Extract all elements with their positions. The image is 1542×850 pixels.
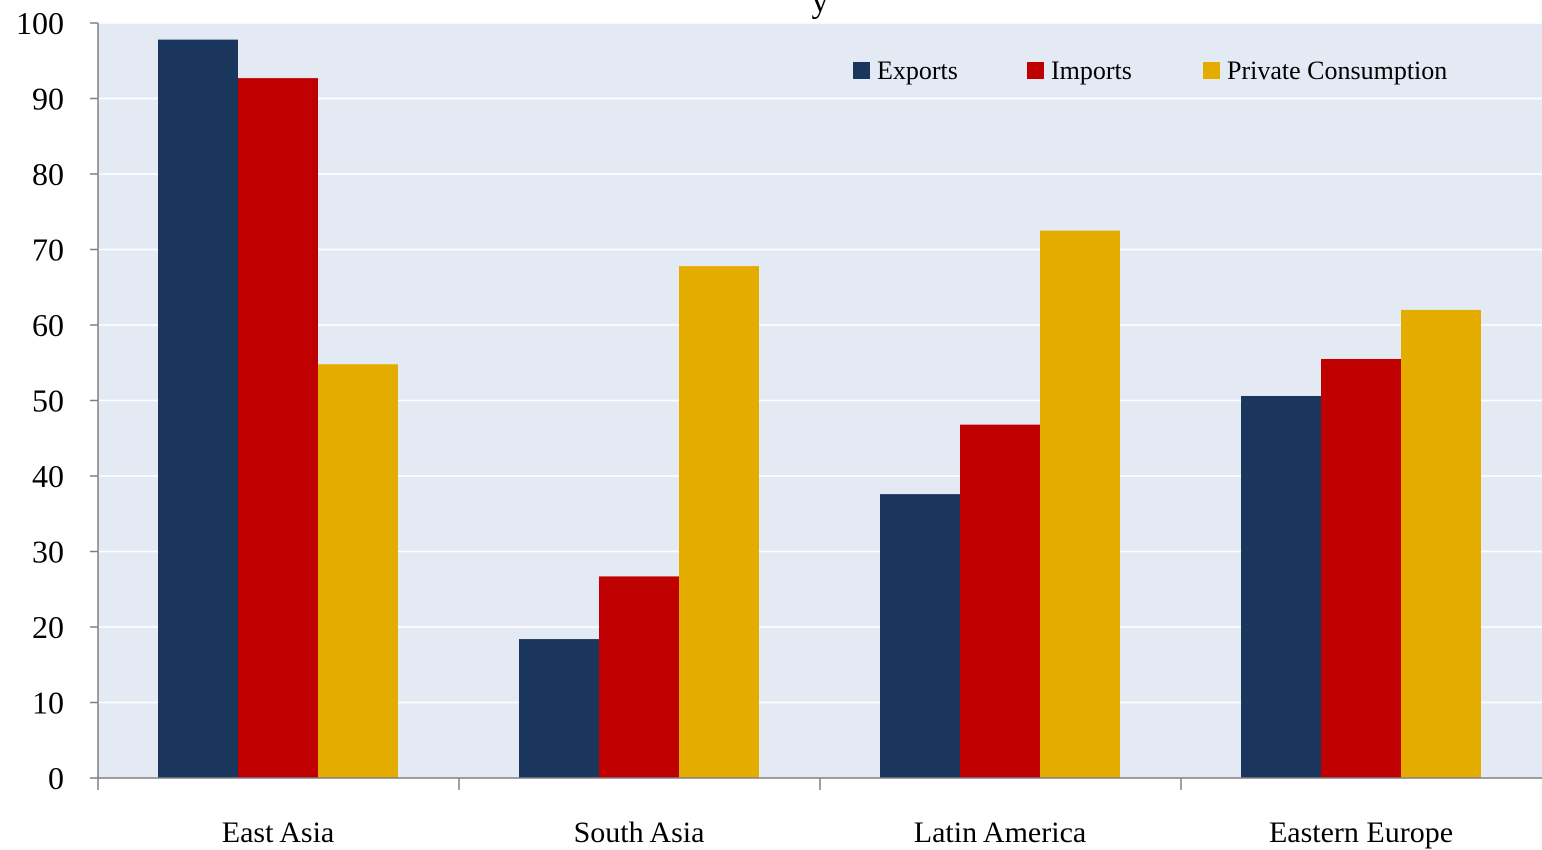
- x-category-label: South Asia: [574, 816, 705, 849]
- bar-exports-0: [158, 39, 238, 779]
- bar-private-consumption-3: [1401, 309, 1481, 778]
- y-axis-ticks: 0 10 20 30 40 50 60 70 80 90 100: [16, 5, 98, 796]
- y-tick-label: 10: [32, 685, 64, 721]
- bar-imports-0: [238, 78, 318, 779]
- y-tick-label: 100: [16, 5, 64, 41]
- x-category-label: Eastern Europe: [1269, 816, 1453, 849]
- y-tick-label: 70: [32, 232, 64, 268]
- legend-label-1: Imports: [1051, 56, 1132, 85]
- y-tick-label: 20: [32, 609, 64, 645]
- x-axis-labels: East Asia South Asia Latin America Eastern …: [222, 816, 1453, 849]
- x-category-label: Latin America: [914, 816, 1086, 849]
- legend-swatch-0: [853, 62, 870, 79]
- y-tick-label: 80: [32, 156, 64, 192]
- chart-title-fragment: y: [812, 0, 829, 20]
- bar-private-consumption-1: [679, 266, 759, 778]
- y-tick-label: 40: [32, 458, 64, 494]
- legend-swatch-1: [1027, 62, 1044, 79]
- y-tick-label: 90: [32, 81, 64, 117]
- bar-imports-2: [960, 424, 1040, 778]
- y-tick-label: 30: [32, 534, 64, 570]
- legend-label-2: Private Consumption: [1227, 56, 1447, 85]
- bars: [158, 39, 1481, 779]
- bar-exports-2: [880, 494, 960, 778]
- y-tick-label: 0: [48, 760, 64, 796]
- legend-swatch-2: [1203, 62, 1220, 79]
- y-tick-label: 60: [32, 307, 64, 343]
- legend-label-0: Exports: [877, 56, 958, 85]
- bar-private-consumption-2: [1040, 230, 1120, 778]
- bar-exports-1: [519, 639, 599, 778]
- bar-imports-1: [599, 576, 679, 778]
- bar-exports-3: [1241, 395, 1321, 778]
- x-category-label: East Asia: [222, 816, 335, 849]
- bar-imports-3: [1321, 358, 1401, 778]
- legend: Exports Imports Private Consumption: [853, 56, 1447, 85]
- y-tick-label: 50: [32, 383, 64, 419]
- bar-private-consumption-0: [318, 364, 398, 778]
